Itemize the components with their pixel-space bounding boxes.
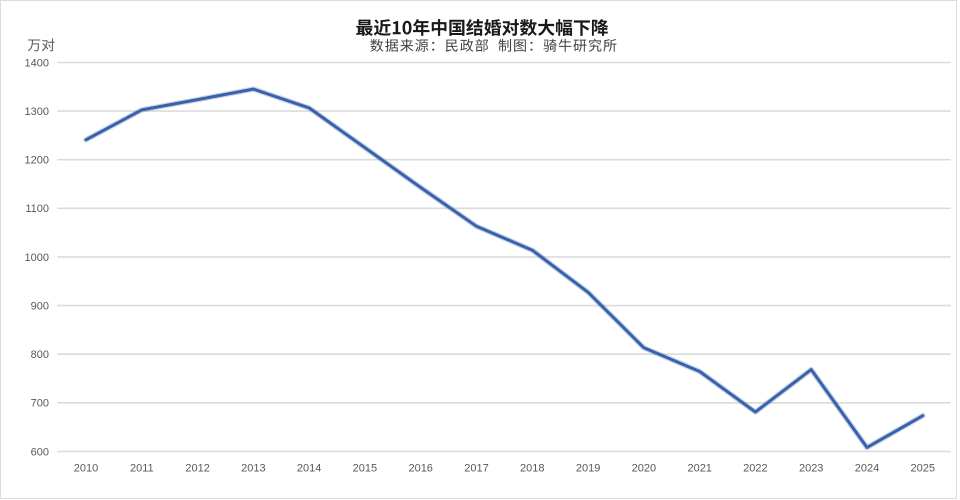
svg-text:2013: 2013 [241, 463, 265, 475]
svg-text:1200: 1200 [25, 155, 49, 167]
svg-text:2021: 2021 [687, 463, 711, 475]
svg-text:1000: 1000 [25, 252, 49, 264]
svg-text:2016: 2016 [408, 463, 432, 475]
svg-text:2023: 2023 [799, 463, 823, 475]
svg-text:2015: 2015 [353, 463, 377, 475]
svg-text:1300: 1300 [25, 106, 49, 118]
svg-text:1100: 1100 [25, 203, 49, 215]
svg-text:2025: 2025 [911, 463, 935, 475]
svg-text:2018: 2018 [520, 463, 544, 475]
svg-text:2014: 2014 [297, 463, 321, 475]
svg-text:900: 900 [31, 301, 49, 313]
svg-text:2017: 2017 [464, 463, 488, 475]
svg-text:2010: 2010 [74, 463, 98, 475]
svg-text:600: 600 [31, 446, 49, 458]
svg-text:800: 800 [31, 349, 49, 361]
svg-text:2019: 2019 [576, 463, 600, 475]
svg-text:2022: 2022 [743, 463, 767, 475]
svg-text:2012: 2012 [185, 463, 209, 475]
svg-text:700: 700 [31, 398, 49, 410]
svg-text:1400: 1400 [25, 57, 49, 69]
svg-text:2020: 2020 [632, 463, 656, 475]
svg-text:2024: 2024 [855, 463, 879, 475]
svg-text:2011: 2011 [130, 463, 154, 475]
